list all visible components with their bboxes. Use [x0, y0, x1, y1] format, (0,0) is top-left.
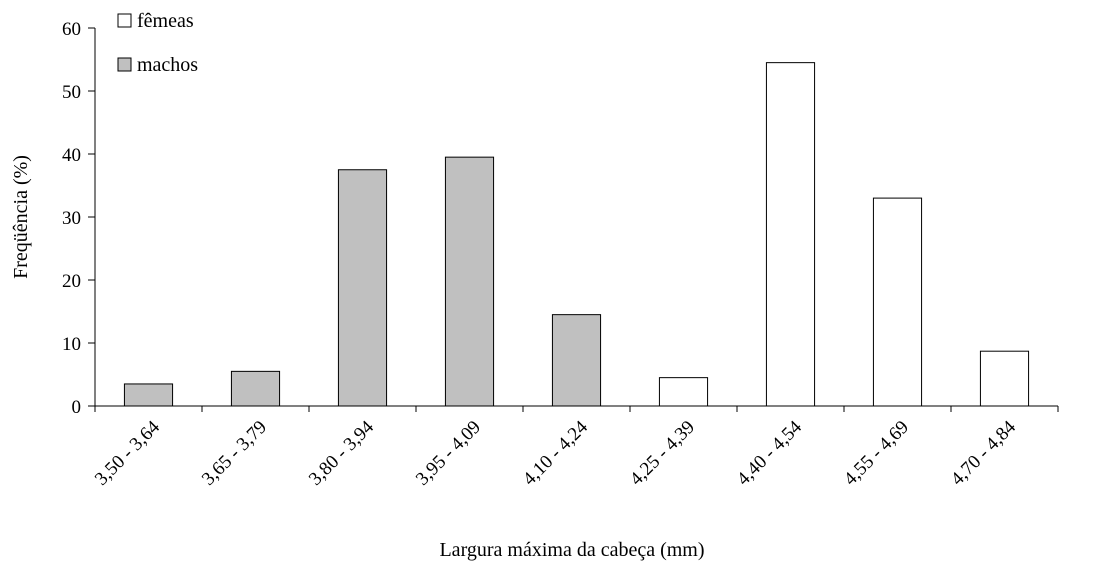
y-ticks-group: 0 10 20 30 40 50 60	[62, 19, 95, 418]
x-ticks-group: 3,50 - 3,64 3,65 - 3,79 3,80 - 3,94 3,95 - …	[91, 406, 1059, 490]
bar-machos	[230, 370, 281, 407]
bar-fêmeas	[872, 197, 923, 407]
x-tick-label: 3,50 - 3,64	[91, 416, 164, 489]
bar-fêmeas	[765, 62, 816, 407]
legend-swatch-machos	[117, 57, 132, 72]
x-tick-label: 4,70 - 4,84	[947, 416, 1020, 489]
bar-machos	[444, 156, 495, 407]
bars-group	[123, 62, 1030, 407]
legend-item-machos: machos	[117, 54, 198, 76]
y-tick-label: 30	[62, 208, 81, 229]
bar-fêmeas	[658, 377, 709, 407]
y-axis-title: Freqüência (%)	[10, 155, 32, 279]
legend-label-femeas: fêmeas	[137, 10, 194, 32]
bar-machos	[551, 314, 602, 407]
bar-machos	[337, 169, 388, 407]
y-tick-label: 40	[62, 145, 81, 166]
y-tick-label: 60	[62, 19, 81, 40]
legend-label-machos: machos	[137, 54, 198, 76]
x-tick-label: 4,25 - 4,39	[626, 417, 699, 490]
y-tick-label: 50	[62, 82, 81, 103]
x-axis-title: Largura máxima da cabeça (mm)	[439, 539, 704, 561]
x-tick-label: 3,80 - 3,94	[305, 416, 378, 489]
legend-swatch-femeas	[117, 13, 132, 28]
x-tick-label: 3,95 - 4,09	[412, 417, 485, 490]
x-tick-label: 3,65 - 3,79	[198, 417, 271, 490]
x-tick-label: 4,55 - 4,69	[840, 417, 913, 490]
bar-machos	[123, 383, 174, 407]
x-tick-label: 4,40 - 4,54	[733, 416, 806, 489]
bar-fêmeas	[979, 350, 1030, 407]
x-tick-label: 4,10 - 4,24	[519, 416, 592, 489]
legend: fêmeas machos	[117, 10, 198, 76]
y-tick-label: 10	[62, 334, 81, 355]
legend-item-femeas: fêmeas	[117, 10, 194, 32]
y-tick-label: 0	[72, 397, 82, 418]
y-tick-label: 20	[62, 271, 81, 292]
